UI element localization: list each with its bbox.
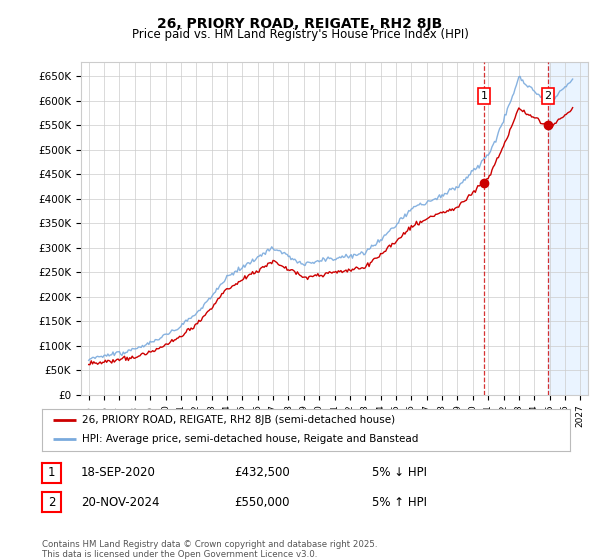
Text: 2: 2 [48,496,55,509]
Text: 1: 1 [481,91,487,101]
Text: HPI: Average price, semi-detached house, Reigate and Banstead: HPI: Average price, semi-detached house,… [82,435,418,445]
Text: 26, PRIORY ROAD, REIGATE, RH2 8JB: 26, PRIORY ROAD, REIGATE, RH2 8JB [157,17,443,31]
Text: 5% ↓ HPI: 5% ↓ HPI [372,466,427,479]
Text: 20-NOV-2024: 20-NOV-2024 [81,496,160,509]
Text: 1: 1 [48,466,55,479]
Text: £432,500: £432,500 [234,466,290,479]
Text: £550,000: £550,000 [234,496,290,509]
Text: 2: 2 [544,91,551,101]
Text: 26, PRIORY ROAD, REIGATE, RH2 8JB (semi-detached house): 26, PRIORY ROAD, REIGATE, RH2 8JB (semi-… [82,415,395,425]
Bar [548,62,588,395]
Text: 5% ↑ HPI: 5% ↑ HPI [372,496,427,509]
Text: Price paid vs. HM Land Registry's House Price Index (HPI): Price paid vs. HM Land Registry's House … [131,28,469,41]
Text: 18-SEP-2020: 18-SEP-2020 [81,466,156,479]
Text: Contains HM Land Registry data © Crown copyright and database right 2025.
This d: Contains HM Land Registry data © Crown c… [42,540,377,559]
